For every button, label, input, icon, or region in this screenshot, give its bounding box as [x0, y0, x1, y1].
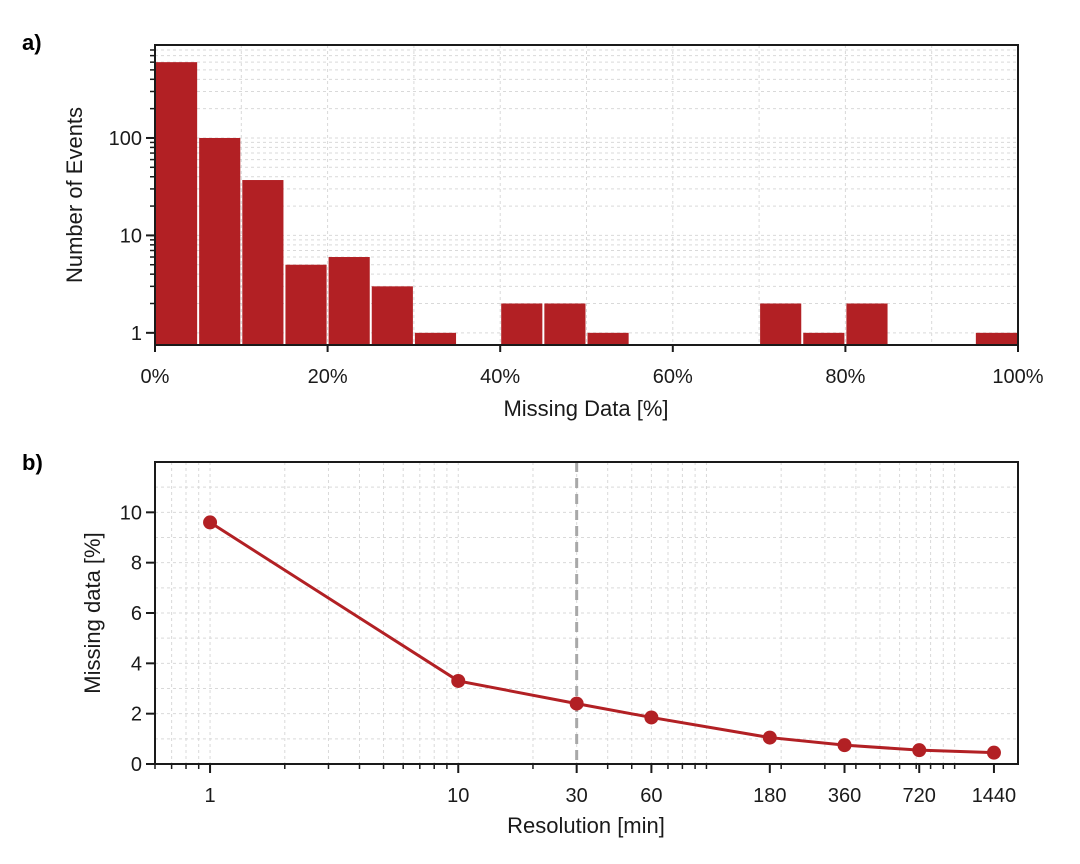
x-tick-label: 60%	[653, 366, 693, 388]
y-tick-label: 4	[131, 653, 142, 675]
series-line	[209, 521, 994, 755]
panel-b-label: b)	[22, 450, 43, 475]
panel-b-series	[203, 515, 1001, 760]
x-tick-label: 1	[204, 785, 215, 807]
panel-b-xlabel: Resolution [min]	[507, 813, 665, 838]
histogram-bar	[242, 180, 284, 345]
data-point	[762, 730, 777, 745]
panel-a-label: a)	[22, 30, 42, 55]
x-tick-label: 100%	[992, 366, 1043, 388]
data-point	[837, 738, 852, 753]
x-tick-label: 60	[640, 785, 662, 807]
y-tick-label: 8	[131, 553, 142, 575]
histogram-bar	[199, 137, 241, 345]
y-tick-label: 6	[131, 603, 142, 625]
histogram-bar	[414, 332, 457, 345]
x-tick-label: 20%	[308, 366, 348, 388]
panel-a-ticks: 0% 20% 40% 60% 80% 100% 1 10 100	[109, 49, 1044, 388]
data-point	[986, 745, 1001, 760]
histogram-bar	[544, 303, 586, 345]
data-point	[569, 696, 584, 711]
histogram-bar	[328, 257, 370, 345]
x-tick-label: 40%	[480, 366, 520, 388]
y-tick-label: 10	[120, 502, 142, 524]
data-point	[203, 515, 218, 530]
x-tick-label: 1440	[972, 785, 1017, 807]
histogram-bar	[285, 264, 327, 345]
data-point	[912, 743, 927, 758]
x-tick-label: 10	[447, 785, 469, 807]
y-tick-label: 100	[109, 128, 142, 150]
y-tick-label: 1	[131, 323, 142, 345]
x-tick-label: 80%	[825, 366, 865, 388]
panel-a-bars	[156, 62, 1017, 345]
panel-a-frame	[154, 44, 1019, 346]
y-tick-label: 10	[120, 225, 142, 247]
y-tick-label: 0	[131, 754, 142, 776]
data-point	[451, 673, 466, 688]
x-tick-label: 30	[566, 785, 588, 807]
x-tick-label: 180	[753, 785, 786, 807]
panel-a-grid	[155, 45, 1018, 345]
histogram-bar	[760, 303, 802, 345]
histogram-bar	[975, 332, 1017, 345]
x-tick-label: 0%	[141, 366, 170, 388]
histogram-bar	[587, 332, 629, 345]
x-tick-label: 720	[903, 785, 936, 807]
panel-a-ylabel: Number of Events	[62, 107, 87, 283]
histogram-bar	[803, 332, 845, 345]
panel-b-grid	[154, 462, 1018, 764]
panel-b-ticks: 1 10 30 60 180 360 720 1440 0 2 4 6 8 10	[120, 502, 1016, 807]
y-tick-label: 2	[131, 704, 142, 726]
panel-a-xlabel: Missing Data [%]	[503, 396, 668, 421]
x-tick-label: 360	[828, 785, 861, 807]
panel-b-ylabel: Missing data [%]	[80, 532, 105, 693]
histogram-bar	[501, 303, 543, 345]
histogram-bar	[846, 303, 888, 345]
data-point	[644, 710, 659, 725]
histogram-bar	[156, 62, 198, 345]
histogram-bar	[371, 286, 413, 345]
